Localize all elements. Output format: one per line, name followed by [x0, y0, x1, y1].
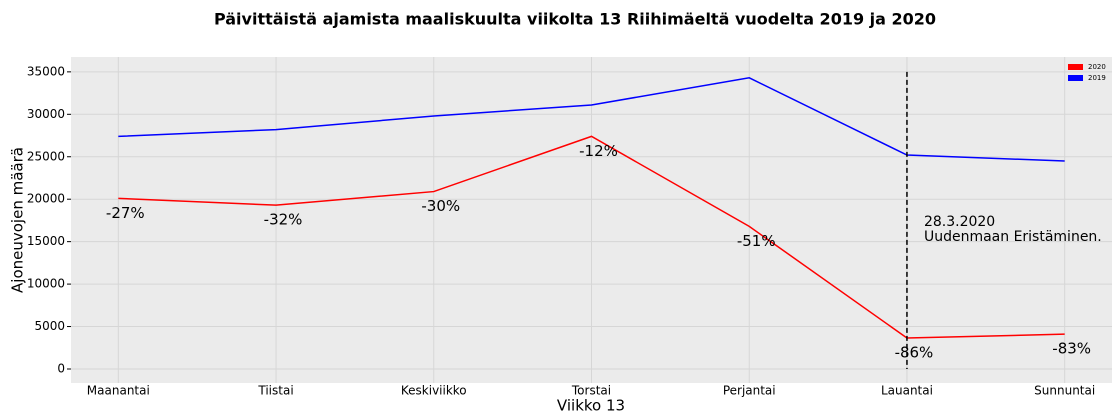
- y-axis-label: Ajoneuvojen määrä: [9, 147, 27, 293]
- change-label: -86%: [895, 344, 934, 362]
- change-label: -32%: [264, 211, 303, 229]
- legend-swatch: [1068, 75, 1083, 81]
- x-tick-label: Perjantai: [723, 384, 776, 398]
- x-tick-label: Keskiviikko: [401, 384, 467, 398]
- x-axis-label: Viikko 13: [557, 397, 625, 415]
- change-label: -30%: [421, 197, 460, 215]
- legend-swatch: [1068, 64, 1083, 70]
- x-tick-label: Sunnuntai: [1034, 384, 1095, 398]
- legend-label: 2019: [1088, 74, 1106, 82]
- event-annotation: 28.3.2020: [924, 214, 995, 230]
- y-tick-label: 25000: [27, 149, 65, 163]
- y-tick-label: 10000: [27, 277, 65, 291]
- y-tick-label: 35000: [27, 64, 65, 78]
- y-tick-label: 15000: [27, 234, 65, 248]
- legend-label: 2020: [1088, 63, 1106, 71]
- y-tick-label: 0: [57, 361, 65, 375]
- y-tick-label: 5000: [34, 319, 65, 333]
- chart-title: Päivittäistä ajamista maaliskuulta viiko…: [214, 10, 936, 29]
- x-tick-label: Lauantai: [881, 384, 933, 398]
- x-tick-label: Maanantai: [87, 384, 150, 398]
- y-tick-label: 30000: [27, 107, 65, 121]
- x-tick-label: Torstai: [571, 384, 611, 398]
- change-label: -12%: [579, 142, 618, 160]
- change-label: -51%: [737, 232, 776, 250]
- event-annotation: Uudenmaan Eristäminen.: [924, 229, 1102, 245]
- x-tick-label: Tiistai: [257, 384, 293, 398]
- change-label: -27%: [106, 204, 145, 222]
- change-label: -83%: [1052, 340, 1091, 358]
- y-tick-label: 20000: [27, 192, 65, 206]
